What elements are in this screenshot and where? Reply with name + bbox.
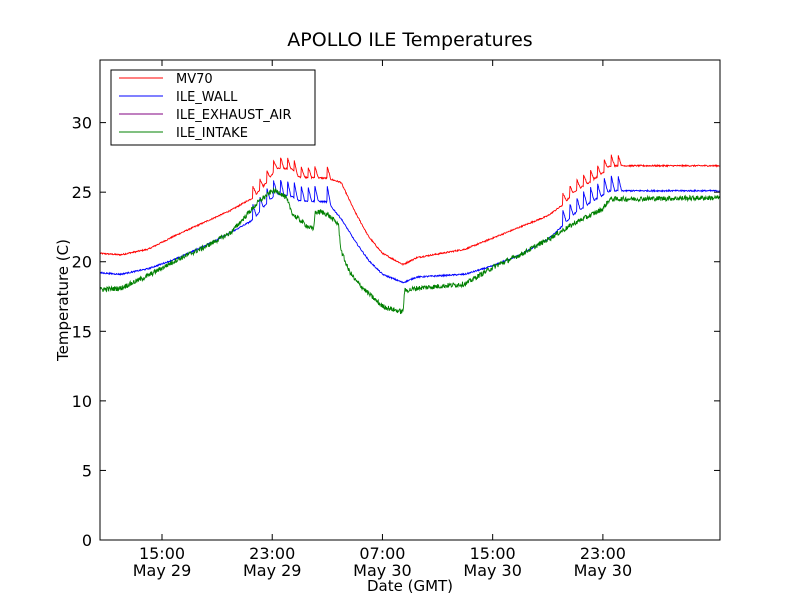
y-tick-label: 30 [72,114,92,133]
series-line-ile-intake [99,186,721,315]
y-tick-label: 10 [72,392,92,411]
y-axis-label: Temperature (C) [54,239,72,362]
x-tick-label-time: 15:00 [470,544,516,563]
plot-frame [99,59,721,541]
x-tick-label-date: May 30 [574,561,633,580]
series-layer [99,154,721,315]
x-tick-label-time: 07:00 [359,544,405,563]
x-axis-label: Date (GMT) [367,577,453,595]
legend: MV70 ILE_WALL ILE_EXHAUST_AIR ILE_INTAKE [110,69,316,146]
x-tick-label-date: May 29 [133,561,192,580]
series-line-ile-wall [99,175,721,284]
x-tick-label-time: 23:00 [580,544,626,563]
y-tick-label: 15 [72,322,92,341]
x-tick-label-time: 23:00 [249,544,295,563]
y-tick-label: 25 [72,183,92,202]
x-tick-label-date: May 30 [353,561,412,580]
legend-label: ILE_WALL [176,90,238,105]
y-tick-label: 5 [82,461,92,480]
chart-title: APOLLO ILE Temperatures [287,29,532,51]
y-tick-label: 0 [82,531,92,550]
legend-label: ILE_EXHAUST_AIR [176,108,292,123]
legend-label: ILE_INTAKE [176,126,248,141]
x-tick-label-time: 15:00 [139,544,185,563]
legend-box [110,69,316,146]
x-tick-label-date: May 29 [243,561,302,580]
series-line-mv70 [99,154,721,266]
y-tick-label: 20 [72,253,92,272]
legend-label: MV70 [176,72,213,87]
x-tick-label-date: May 30 [463,561,522,580]
